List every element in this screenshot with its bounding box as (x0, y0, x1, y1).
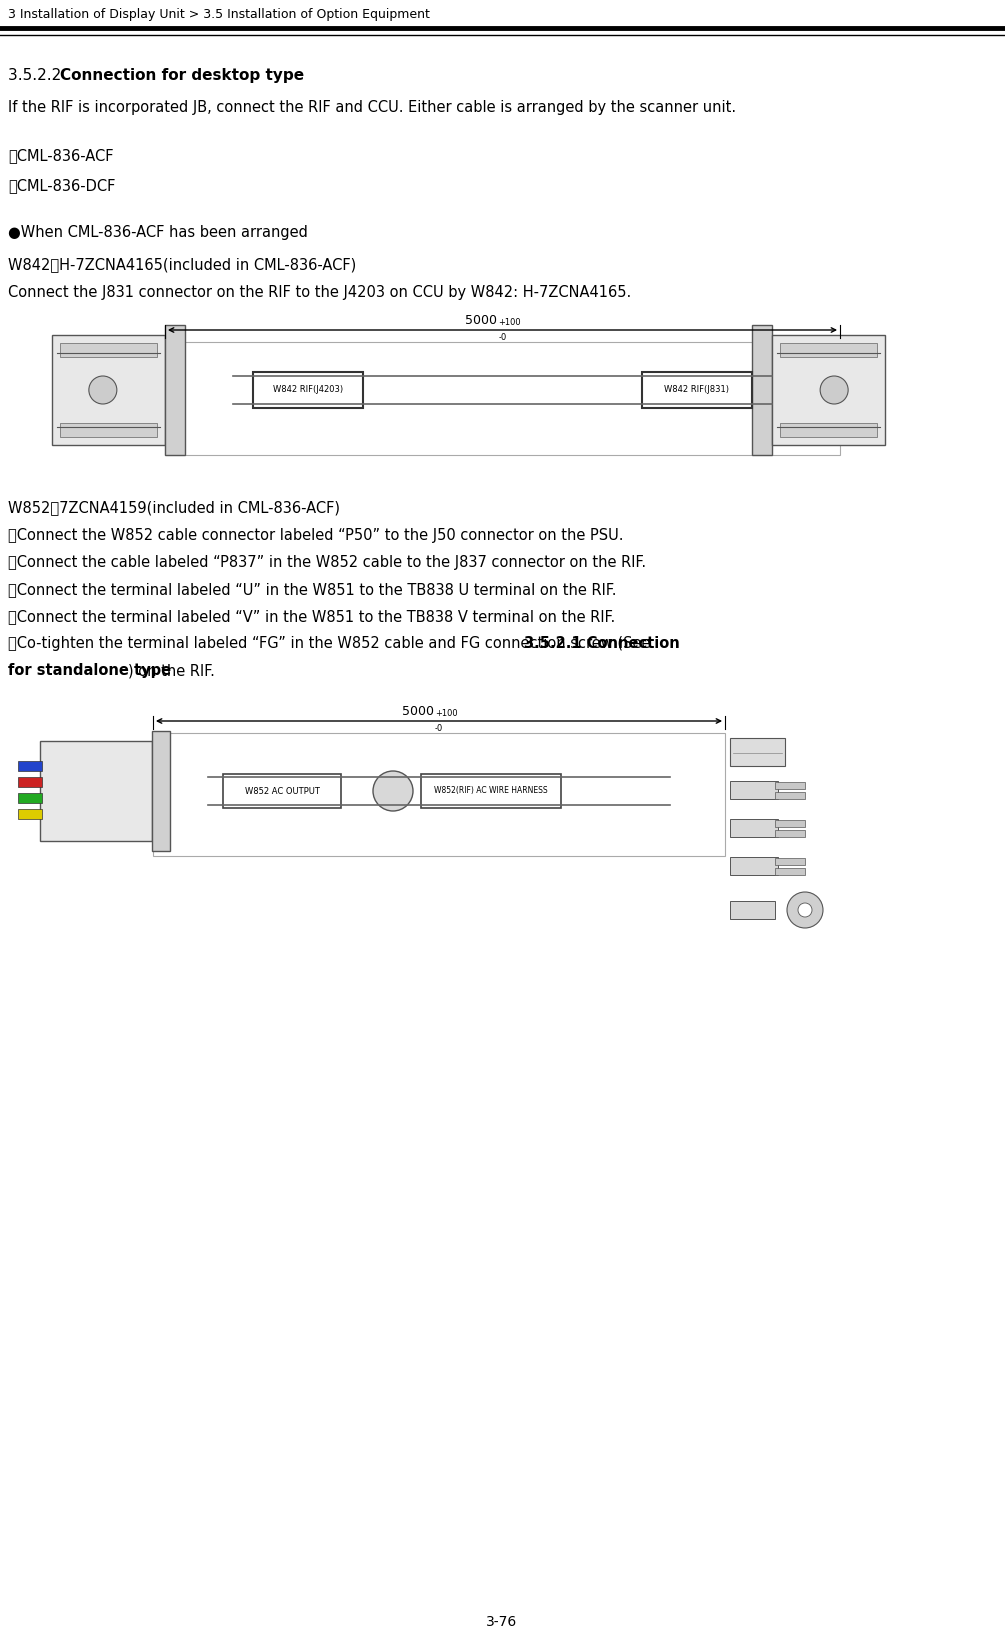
Bar (40, 740, 152, 840)
Bar (52, 336, 165, 446)
Text: 3-76: 3-76 (486, 1615, 518, 1630)
Text: -0: -0 (435, 724, 443, 732)
Text: +100: +100 (498, 318, 522, 328)
Bar (165, 324, 185, 455)
Bar (18, 776, 42, 786)
Bar (253, 372, 363, 408)
Bar (60, 423, 157, 437)
Circle shape (820, 377, 848, 405)
Bar (752, 324, 772, 455)
Text: 3.5.2.2: 3.5.2.2 (8, 69, 66, 84)
Bar (730, 739, 785, 767)
Text: W852：7ZCNA4159(included in CML-836-ACF): W852：7ZCNA4159(included in CML-836-ACF) (8, 500, 340, 514)
Text: 3.5.2.1 Connection: 3.5.2.1 Connection (524, 636, 679, 650)
Circle shape (88, 377, 117, 405)
Text: W842：H-7ZCNA4165(included in CML-836-ACF): W842：H-7ZCNA4165(included in CML-836-ACF… (8, 257, 356, 272)
Text: ・Co-tighten the terminal labeled “FG” in the W852 cable and FG connection screw : ・Co-tighten the terminal labeled “FG” in… (8, 636, 660, 650)
Text: +100: +100 (435, 709, 457, 717)
Circle shape (373, 771, 413, 811)
Bar (775, 821, 805, 827)
Circle shape (787, 893, 823, 929)
Bar (780, 342, 877, 357)
Text: -0: -0 (498, 333, 507, 342)
Bar (642, 372, 752, 408)
Bar (730, 781, 778, 799)
Bar (152, 731, 170, 852)
Bar (775, 830, 805, 837)
Bar (775, 781, 805, 790)
Bar (780, 423, 877, 437)
Text: 5000: 5000 (402, 704, 434, 717)
Bar (730, 819, 778, 837)
Bar (772, 336, 885, 446)
Bar (153, 732, 725, 857)
Bar (730, 901, 775, 919)
Text: ・Connect the terminal labeled “U” in the W851 to the TB838 U terminal on the RIF: ・Connect the terminal labeled “U” in the… (8, 581, 616, 596)
Text: 3 Installation of Display Unit > 3.5 Installation of Option Equipment: 3 Installation of Display Unit > 3.5 Ins… (8, 8, 430, 21)
Circle shape (798, 903, 812, 917)
Text: ) on the RIF.: ) on the RIF. (128, 663, 215, 678)
Bar (223, 775, 341, 808)
Bar (18, 809, 42, 819)
Text: for standalone type: for standalone type (8, 663, 171, 678)
Text: Connect the J831 connector on the RIF to the J4203 on CCU by W842: H-7ZCNA4165.: Connect the J831 connector on the RIF to… (8, 285, 631, 300)
Bar (775, 868, 805, 875)
Text: ・CML-836-DCF: ・CML-836-DCF (8, 179, 116, 193)
Bar (165, 342, 840, 455)
Text: Connection for desktop type: Connection for desktop type (60, 69, 305, 84)
Text: ・Connect the cable labeled “P837” in the W852 cable to the J837 connector on the: ・Connect the cable labeled “P837” in the… (8, 555, 646, 570)
Text: ●When CML-836-ACF has been arranged: ●When CML-836-ACF has been arranged (8, 224, 308, 241)
Text: If the RIF is incorporated JB, connect the RIF and CCU. Either cable is arranged: If the RIF is incorporated JB, connect t… (8, 100, 736, 115)
Text: ・CML-836-ACF: ・CML-836-ACF (8, 147, 114, 164)
Text: W842 RIF(J4203): W842 RIF(J4203) (273, 385, 343, 395)
Text: W842 RIF(J831): W842 RIF(J831) (664, 385, 730, 395)
Bar (18, 793, 42, 803)
Text: ・Connect the terminal labeled “V” in the W851 to the TB838 V terminal on the RIF: ・Connect the terminal labeled “V” in the… (8, 609, 615, 624)
Text: 5000: 5000 (465, 314, 497, 328)
Bar (421, 775, 561, 808)
Text: W852 AC OUTPUT: W852 AC OUTPUT (244, 786, 320, 796)
Bar (18, 762, 42, 771)
Bar (775, 793, 805, 799)
Text: ・Connect the W852 cable connector labeled “P50” to the J50 connector on the PSU.: ・Connect the W852 cable connector labele… (8, 527, 623, 544)
Text: W852(RIF) AC WIRE HARNESS: W852(RIF) AC WIRE HARNESS (434, 786, 548, 796)
Bar (775, 858, 805, 865)
Bar (60, 342, 157, 357)
Bar (730, 857, 778, 875)
